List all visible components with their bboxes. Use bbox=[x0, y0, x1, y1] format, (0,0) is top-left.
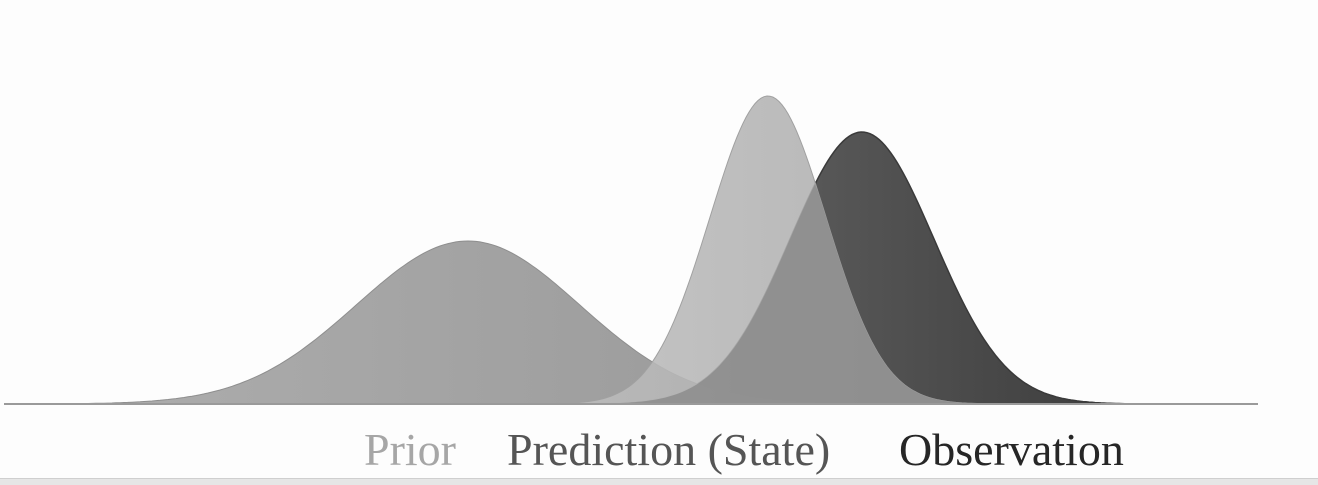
prediction-label: Prediction (State) bbox=[507, 424, 831, 475]
observation-label: Observation bbox=[899, 424, 1124, 475]
prior-label: Prior bbox=[364, 424, 456, 475]
bottom-divider bbox=[0, 478, 1318, 485]
overlap-distribution bbox=[620, 184, 998, 404]
